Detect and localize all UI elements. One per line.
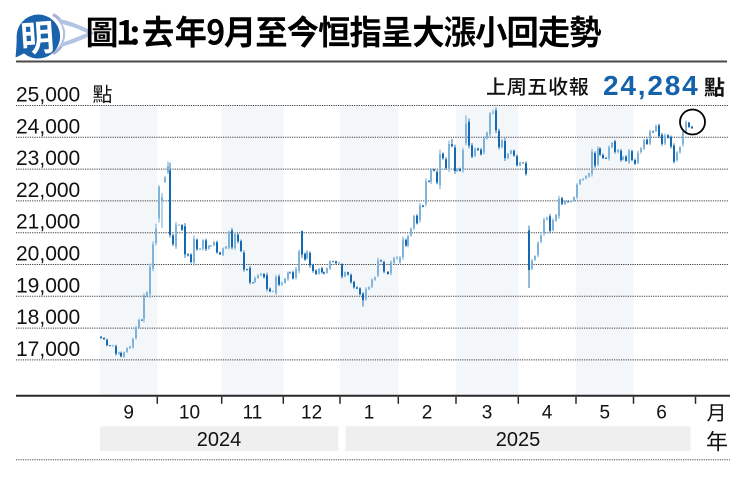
svg-text:6: 6 — [656, 403, 667, 424]
svg-text:25,000: 25,000 — [16, 84, 80, 107]
svg-text:5: 5 — [600, 403, 611, 424]
svg-text:2024: 2024 — [197, 429, 242, 451]
svg-text:24,284: 24,284 — [603, 70, 699, 101]
svg-text:12: 12 — [301, 403, 322, 424]
svg-text:22,000: 22,000 — [16, 179, 80, 202]
svg-text:1: 1 — [364, 403, 375, 424]
svg-text:20,000: 20,000 — [16, 243, 80, 266]
svg-text:21,000: 21,000 — [16, 211, 80, 234]
svg-text:18,000: 18,000 — [16, 306, 80, 329]
svg-text:19,000: 19,000 — [16, 274, 80, 297]
svg-text:23,000: 23,000 — [16, 147, 80, 170]
svg-text:24,000: 24,000 — [16, 115, 80, 138]
svg-text:2: 2 — [422, 403, 433, 424]
svg-text:11: 11 — [243, 403, 263, 424]
svg-text:17,000: 17,000 — [16, 338, 80, 361]
svg-text:4: 4 — [542, 403, 553, 424]
svg-text:2025: 2025 — [496, 429, 541, 451]
svg-text:10: 10 — [179, 403, 200, 424]
svg-text:9: 9 — [123, 403, 134, 424]
svg-text:3: 3 — [482, 403, 493, 424]
